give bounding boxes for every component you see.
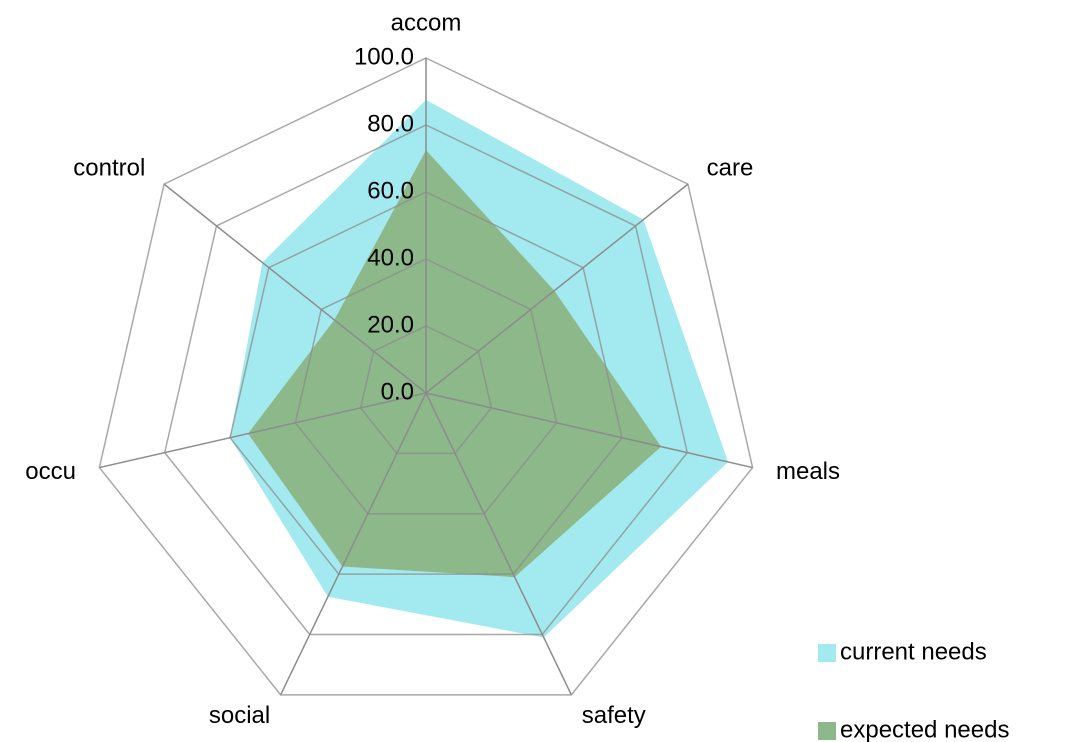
axis-label: accom — [391, 9, 462, 36]
spoke — [425, 183, 689, 394]
axis-label: care — [707, 155, 754, 182]
axis-label: meals — [776, 458, 840, 485]
grid-ring — [359, 325, 493, 455]
spoke — [279, 392, 427, 696]
grid-ring — [294, 258, 558, 515]
r-tick-label: 40.0 — [367, 244, 414, 271]
r-tick-label: 100.0 — [354, 43, 414, 70]
r-tick-label: 60.0 — [367, 177, 414, 204]
r-tick-label: 80.0 — [367, 110, 414, 137]
axis-label: control — [73, 155, 145, 182]
legend-label: expected needs — [840, 716, 1009, 742]
series-layer — [230, 99, 729, 638]
r-tick-label: 20.0 — [367, 311, 414, 338]
spoke — [99, 392, 427, 469]
axis-label: safety — [582, 702, 646, 729]
grid-ring — [163, 124, 689, 636]
spoke — [425, 392, 753, 469]
r-tick-label: 0.0 — [381, 378, 414, 405]
spoke — [163, 183, 427, 394]
spoke — [425, 392, 573, 696]
legend-swatch — [818, 722, 836, 740]
axis-label: social — [209, 702, 270, 729]
grid-ring — [98, 57, 754, 696]
axes — [98, 57, 754, 696]
grid-ring — [229, 191, 623, 575]
legend-label: current needs — [840, 638, 987, 665]
series-area — [248, 150, 662, 578]
axis-label: occu — [25, 458, 76, 485]
legend-swatch — [818, 644, 836, 662]
